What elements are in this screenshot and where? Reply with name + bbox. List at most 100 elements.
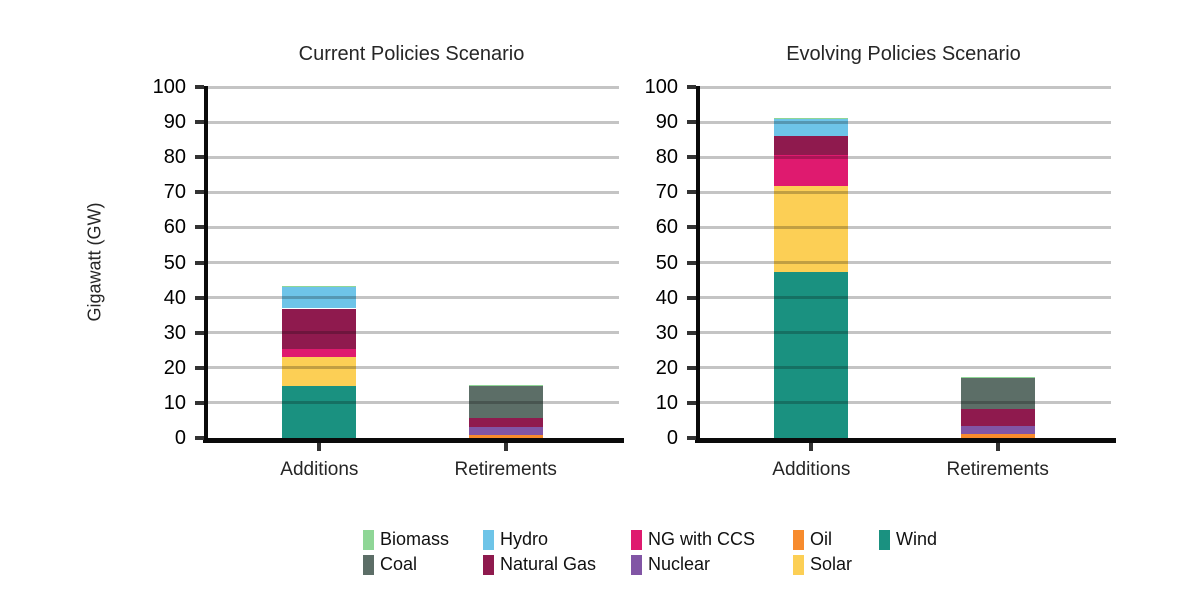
y-tick-label-80: 80 [163, 146, 186, 169]
y-tick-label-30: 30 [655, 321, 678, 344]
bar-retirements-oil [960, 434, 1035, 438]
gridline-y-60 [208, 225, 619, 229]
y-tick-0 [687, 436, 696, 440]
bar-additions-natural-gas [282, 308, 357, 350]
bar-additions-wind [282, 386, 357, 438]
oil-swatch-icon [793, 529, 804, 550]
legend-item-wind: Wind [879, 527, 969, 552]
wind-swatch-icon [879, 529, 890, 550]
x-label-retirements: Retirements [946, 459, 1049, 480]
gridline-y-50 [700, 261, 1111, 264]
gridline-y-100 [208, 85, 619, 89]
y-tick-70 [687, 190, 696, 195]
panel-current-policies-scenario: Current Policies Scenario Additions Retire… [153, 43, 624, 480]
legend: Biomass Coal Hydro Natural Gas NG with CCS Nu… [363, 527, 969, 577]
bar-additions-solar [774, 185, 849, 273]
hydro-swatch-icon [483, 529, 494, 550]
legend-column-1: Biomass Coal [363, 527, 483, 577]
y-tick-70 [195, 190, 204, 195]
y-tick-100 [687, 85, 696, 89]
y-tick-label-70: 70 [163, 181, 186, 204]
nuclear-swatch-icon [631, 554, 642, 575]
legend-item-coal: Coal [363, 552, 483, 577]
y-tick-20 [195, 365, 204, 370]
legend-item-hydro: Hydro [483, 527, 631, 552]
gridline-y-40 [208, 296, 619, 300]
bar-retirements-natural-gas [960, 409, 1035, 427]
y-tick-label-60: 60 [163, 216, 186, 239]
y-tick-label-20: 20 [163, 356, 186, 379]
legend-label-nuclear: Nuclear [648, 554, 711, 574]
gridline-y-80 [208, 155, 619, 159]
legend-label-solar: Solar [810, 554, 853, 574]
bar-retirements-nuclear [468, 427, 543, 435]
gridline-y-60 [700, 225, 1111, 229]
legend-column-2: Hydro Natural Gas [483, 527, 631, 577]
legend-label-natural-gas: Natural Gas [500, 554, 597, 574]
y-tick-50 [195, 260, 204, 265]
y-tick-label-0: 0 [666, 427, 678, 449]
bar-additions-hydro [282, 287, 357, 309]
bar-retirements-coal [960, 378, 1035, 410]
y-tick-80 [195, 155, 204, 160]
bar-additions-hydro [774, 119, 849, 136]
y-tick-label-60: 60 [655, 216, 678, 239]
y-tick-0 [195, 436, 204, 440]
y-tick-label-20: 20 [655, 356, 678, 379]
bar-additions-wind [774, 272, 849, 438]
bar-retirements-nuclear [960, 426, 1035, 435]
coal-swatch-icon [363, 554, 374, 575]
panel-evolving-policies-scenario: Evolving Policies Scenario Additions Retir… [645, 43, 1116, 480]
x-tick-retirements [995, 443, 1000, 451]
bar-additions-natural-gas [774, 135, 849, 156]
y-tick-60 [687, 225, 696, 230]
y-tick-90 [687, 120, 696, 125]
y-tick-50 [687, 260, 696, 265]
bar-additions-biomass [282, 286, 357, 288]
gridline-y-70 [700, 190, 1111, 194]
y-axis-line [204, 86, 208, 440]
y-tick-30 [195, 330, 204, 335]
gridline-y-80 [700, 155, 1111, 159]
y-tick-30 [687, 330, 696, 335]
bar-retirements-natural-gas [468, 417, 543, 428]
bar-retirements-oil [468, 434, 543, 438]
y-tick-90 [195, 120, 204, 125]
bar-additions-ng-with-ccs [774, 155, 849, 186]
y-tick-label-100: 100 [644, 76, 678, 98]
y-tick-100 [195, 85, 204, 89]
y-tick-10 [195, 400, 204, 405]
bar-additions-solar [282, 356, 357, 387]
legend-item-oil: Oil [793, 527, 879, 552]
gridline-y-20 [208, 366, 619, 370]
bar-retirements-coal [468, 386, 543, 418]
x-label-retirements: Retirements [454, 459, 557, 480]
y-tick-label-90: 90 [163, 111, 186, 134]
x-label-additions: Additions [280, 459, 359, 480]
gridline-y-90 [208, 120, 619, 124]
legend-column-4: Oil Solar [793, 527, 879, 577]
y-tick-label-80: 80 [655, 146, 678, 169]
legend-label-oil: Oil [810, 529, 832, 549]
y-tick-label-10: 10 [163, 391, 186, 414]
biomass-swatch-icon [363, 529, 374, 550]
legend-column-5: Wind [879, 527, 969, 577]
natural-gas-swatch-icon [483, 554, 494, 575]
bar-retirements-biomass [468, 385, 543, 387]
x-axis-line [695, 438, 1116, 443]
y-tick-label-100: 100 [152, 76, 186, 98]
legend-label-wind: Wind [896, 529, 938, 549]
x-tick-retirements [503, 443, 508, 451]
y-axis-line [696, 86, 700, 440]
y-tick-40 [195, 295, 204, 300]
y-tick-label-0: 0 [174, 427, 186, 449]
y-axis-title: Gigawatt (GW) [84, 202, 105, 322]
x-label-additions: Additions [772, 459, 851, 480]
chart-title: Evolving Policies Scenario [786, 43, 1021, 65]
legend-item-natural-gas: Natural Gas [483, 552, 631, 577]
x-tick-additions [809, 443, 814, 451]
y-tick-label-40: 40 [163, 286, 186, 309]
y-tick-20 [687, 365, 696, 370]
y-tick-40 [687, 295, 696, 300]
legend-label-ng-with-ccs: NG with CCS [648, 529, 756, 549]
